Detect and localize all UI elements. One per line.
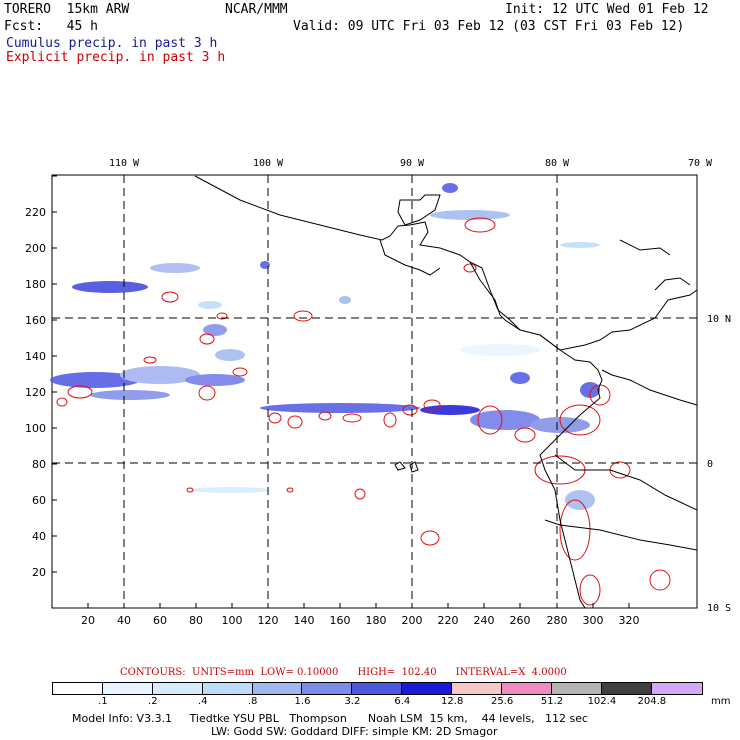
x-tick: 160: [330, 614, 351, 627]
y-tick: 140: [25, 350, 46, 363]
x-tick: 100: [222, 614, 243, 627]
y-tick: 100: [25, 422, 46, 435]
lon-label: 90 W: [400, 158, 425, 169]
colorbar-swatch: [53, 683, 103, 694]
y-tick: 120: [25, 386, 46, 399]
colorbar-swatch: [651, 683, 702, 694]
x-tick: 260: [510, 614, 531, 627]
coastlines: [194, 175, 698, 609]
contour-info-line: CONTOURS: UNITS=mm LOW= 0.10000 HIGH= 10…: [120, 667, 567, 678]
colorbar-label: 1.6: [294, 696, 311, 707]
lon-label: 100 W: [253, 158, 284, 169]
y-tick: 160: [25, 314, 46, 327]
x-tick: 240: [474, 614, 495, 627]
x-tick: 180: [366, 614, 387, 627]
lat-label: 0: [707, 459, 713, 470]
y-tick: 200: [25, 242, 46, 255]
y-tick: 80: [32, 458, 46, 471]
model-info-line2: LW: Godd SW: Goddard DIFF: simple KM: 2D…: [211, 725, 498, 738]
model-title: TORERO 15km ARW: [4, 2, 130, 17]
model-info-line1: Model Info: V3.3.1 Tiedtke YSU PBL Thomp…: [72, 712, 589, 725]
latitude-labels: 10 N 0 10 S: [707, 314, 731, 614]
explicit-legend: Explicit precip. in past 3 h: [6, 50, 226, 65]
x-tick: 320: [619, 614, 640, 627]
colorbar-swatch: [502, 683, 552, 694]
x-axis-labels: 20 40 60 80 100 120 140 160 180 200 220 …: [81, 614, 640, 627]
colorbar-label: .2: [148, 696, 158, 707]
x-tick: 40: [117, 614, 131, 627]
colorbar-swatch: [252, 683, 303, 694]
colorbar-label: 3.2: [344, 696, 361, 707]
colorbar-label: 12.8: [441, 696, 464, 707]
x-tick: 300: [583, 614, 604, 627]
x-tick: 120: [258, 614, 279, 627]
init-time: Init: 12 UTC Wed 01 Feb 12: [505, 2, 709, 17]
lon-label: 70 W: [688, 158, 713, 169]
forecast-hour: Fcst: 45 h: [4, 19, 98, 34]
colorbar-label: .4: [197, 696, 208, 707]
y-tick: 220: [25, 206, 46, 219]
colorbar-swatch: [102, 683, 153, 694]
organization-label: NCAR/MMM: [225, 2, 288, 17]
colorbar-swatch: [551, 683, 602, 694]
x-tick: 20: [81, 614, 95, 627]
colorbar-swatch: [601, 683, 652, 694]
cumulus-legend: Cumulus precip. in past 3 h: [6, 36, 218, 51]
colorbar-swatch: [202, 683, 253, 694]
x-tick: 80: [189, 614, 203, 627]
lat-label: 10 N: [707, 314, 731, 325]
lon-label: 110 W: [109, 158, 140, 169]
colorbar-label: 102.4: [587, 696, 617, 707]
y-tick: 40: [32, 530, 46, 543]
x-tick: 140: [294, 614, 315, 627]
colorbar-swatch: [352, 683, 403, 694]
colorbar-swatch: [402, 683, 453, 694]
x-tick: 60: [153, 614, 167, 627]
x-tick: 200: [402, 614, 423, 627]
valid-time: Valid: 09 UTC Fri 03 Feb 12 (03 CST Fri …: [293, 19, 685, 34]
x-tick: 220: [438, 614, 459, 627]
lat-lon-grid: [52, 175, 697, 608]
lat-label: 10 S: [707, 603, 731, 614]
y-tick: 20: [32, 566, 46, 579]
colorbar-swatch: [302, 683, 353, 694]
colorbar-label: 204.8: [637, 696, 667, 707]
longitude-labels: 110 W 100 W 90 W 80 W 70 W: [109, 158, 713, 169]
colorbar-label: 6.4: [394, 696, 411, 707]
colorbar-swatch: [152, 683, 203, 694]
precip-colorbar: [52, 682, 703, 695]
lon-label: 80 W: [545, 158, 570, 169]
colorbar-label: .8: [247, 696, 258, 707]
colorbar-unit: mm: [711, 696, 731, 707]
y-axis-labels: 20 40 60 80 100 120 140 160 180 200 220: [25, 206, 46, 579]
cumulus-precip-areas: [50, 183, 600, 510]
colorbar-label: 51.2: [540, 696, 564, 707]
y-tick: 180: [25, 278, 46, 291]
y-tick: 60: [32, 494, 46, 507]
x-tick: 280: [547, 614, 568, 627]
colorbar-label: .1: [98, 696, 108, 707]
colorbar-label: 25.6: [490, 696, 514, 707]
explicit-precip-contours: [56, 217, 671, 606]
colorbar-swatch: [452, 683, 503, 694]
